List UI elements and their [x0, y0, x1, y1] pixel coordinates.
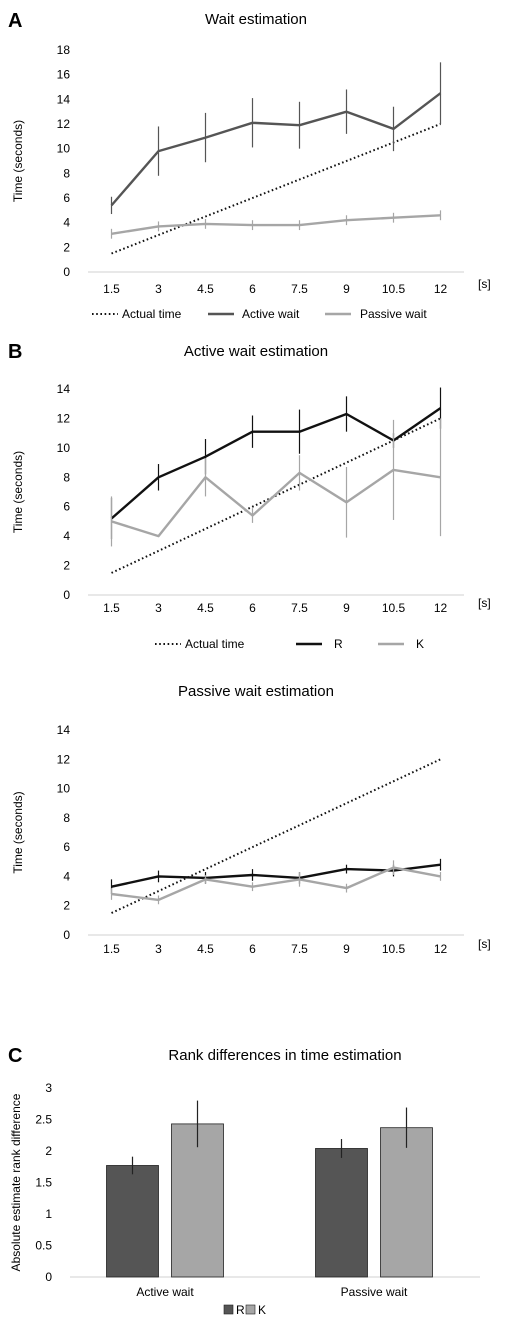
x-tick-label: 4.5 [197, 942, 214, 956]
x-axis-unit: [s] [478, 596, 491, 610]
x-axis-unit: [s] [478, 277, 491, 291]
bar [315, 1148, 368, 1278]
y-tick-label: 3 [45, 1081, 52, 1095]
chart-title: Wait estimation [205, 11, 307, 28]
x-tick-label: Active wait [136, 1285, 194, 1299]
x-tick-label: 7.5 [291, 601, 308, 615]
y-tick-label: 14 [57, 92, 71, 106]
series-line [111, 866, 441, 902]
panel-a: A Wait estimation 0 2 4 6 8 10 12 14 16 18 Time (sec… [8, 10, 491, 321]
legend-label: Actual time [185, 637, 245, 651]
chart-title: Rank differences in time estimation [168, 1047, 401, 1064]
series-line [111, 468, 441, 538]
chart-title: Passive wait estimation [178, 683, 334, 700]
y-tick-label: 6 [63, 500, 70, 514]
y-tick-label: 10 [57, 782, 71, 796]
y-axis-label: Time (seconds) [11, 451, 25, 533]
y-tick-label: 10 [57, 441, 71, 455]
x-axis-unit: [s] [478, 937, 491, 951]
y-tick-label: 2.5 [35, 1113, 52, 1127]
x-tick-label: 6 [249, 601, 256, 615]
x-tick-label: 12 [434, 942, 448, 956]
y-tick-label: 2 [45, 1144, 52, 1158]
x-tick-label: 12 [434, 282, 448, 296]
y-tick-label: 8 [63, 470, 70, 484]
x-tick-label: 10.5 [382, 282, 406, 296]
legend-label: K [416, 637, 424, 651]
bar [171, 1123, 224, 1278]
panel-letter: A [8, 10, 22, 32]
y-tick-label: 16 [57, 68, 71, 82]
x-tick-label: 4.5 [197, 282, 214, 296]
legend-label: Active wait [242, 307, 300, 321]
legend-label: Actual time [122, 307, 182, 321]
y-tick-label: 0 [63, 265, 70, 279]
legend-label: R [334, 637, 343, 651]
x-tick-label: 10.5 [382, 601, 406, 615]
y-tick-label: 2 [63, 899, 70, 913]
y-tick-label: 10 [57, 142, 71, 156]
x-tick-label: 9 [343, 942, 350, 956]
y-axis-label: Time (seconds) [11, 791, 25, 873]
series-line [110, 407, 442, 520]
y-tick-label: 14 [57, 723, 71, 737]
y-tick-label: 0 [63, 928, 70, 942]
y-tick-label: 0 [45, 1270, 52, 1284]
panel-letter: C [8, 1045, 22, 1067]
y-tick-label: 12 [57, 117, 71, 131]
chart-title: Active wait estimation [184, 343, 328, 360]
y-tick-label: 8 [63, 166, 70, 180]
bar [106, 1165, 159, 1278]
y-tick-label: 18 [57, 43, 71, 57]
series-line [111, 123, 441, 255]
x-tick-label: 3 [155, 942, 162, 956]
x-tick-label: 6 [249, 942, 256, 956]
y-tick-label: 2 [63, 559, 70, 573]
y-tick-label: 4 [63, 216, 70, 230]
legend-swatch [223, 1304, 234, 1315]
y-tick-label: 4 [63, 869, 70, 883]
legend-label: K [258, 1303, 266, 1317]
y-tick-label: 0 [63, 588, 70, 602]
legend-swatch [245, 1304, 256, 1315]
y-tick-label: 14 [57, 382, 71, 396]
x-tick-label: 3 [155, 601, 162, 615]
legend-label: R [236, 1303, 245, 1317]
x-tick-label: 6 [249, 282, 256, 296]
y-tick-label: 2 [63, 240, 70, 254]
panel-b: B Active wait estimation 0 2 4 6 8 10 12 14 Time (… [8, 341, 491, 651]
x-tick-label: 12 [434, 601, 448, 615]
bar [380, 1127, 433, 1278]
x-tick-label: 1.5 [103, 601, 120, 615]
y-axis-label: Absolute estimate rank difference [9, 1093, 23, 1271]
x-tick-label: 4.5 [197, 601, 214, 615]
y-tick-label: 12 [57, 752, 71, 766]
x-tick-label: 7.5 [291, 282, 308, 296]
series-line [111, 758, 441, 914]
panel-letter: B [8, 341, 22, 363]
legend-label: Passive wait [360, 307, 427, 321]
panel-c: C Rank differences in time estimation 0 0.5… [8, 1045, 480, 1317]
panel-passive: Passive wait estimation 0 2 4 6 8 10 12 14 Time (… [11, 683, 491, 956]
y-axis-label: Time (seconds) [11, 120, 25, 202]
y-tick-label: 0.5 [35, 1239, 52, 1253]
y-tick-label: 1 [45, 1207, 52, 1221]
y-tick-label: 12 [57, 411, 71, 425]
series-line [111, 214, 441, 235]
x-tick-label: Passive wait [341, 1285, 408, 1299]
x-tick-label: 9 [343, 601, 350, 615]
y-tick-label: 8 [63, 811, 70, 825]
y-tick-label: 1.5 [35, 1176, 52, 1190]
x-tick-label: 1.5 [103, 942, 120, 956]
y-tick-label: 4 [63, 529, 70, 543]
x-tick-label: 3 [155, 282, 162, 296]
series-line [110, 92, 442, 207]
x-tick-label: 1.5 [103, 282, 120, 296]
x-tick-label: 10.5 [382, 942, 406, 956]
x-tick-label: 7.5 [291, 942, 308, 956]
y-tick-label: 6 [63, 191, 70, 205]
y-tick-label: 6 [63, 840, 70, 854]
x-tick-label: 9 [343, 282, 350, 296]
